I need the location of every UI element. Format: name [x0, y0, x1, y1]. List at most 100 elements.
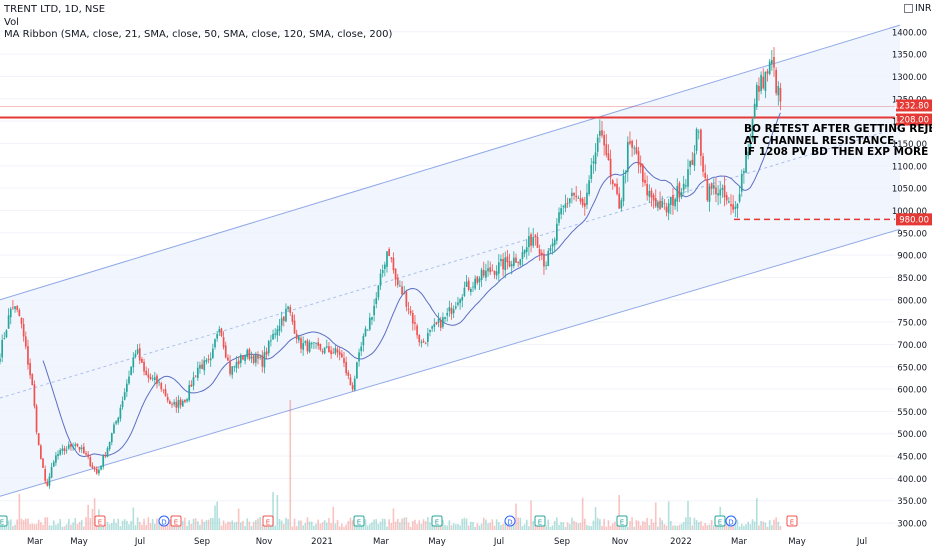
volume-bar: [738, 526, 741, 530]
volume-bar: [55, 524, 57, 530]
volume-bar: [457, 524, 459, 530]
candle-body: [317, 342, 320, 346]
volume-bar: [35, 524, 38, 530]
candle: [16, 304, 19, 313]
candle-body: [35, 405, 38, 433]
event-marker[interactable]: D: [504, 515, 516, 527]
symbol-title[interactable]: TRENT LTD, 1D, NSE: [4, 4, 106, 15]
candle-body: [495, 271, 498, 276]
candle: [459, 298, 461, 310]
candle: [55, 452, 57, 466]
candle: [29, 358, 31, 379]
volume-bar: [100, 526, 102, 530]
volume-bar: [536, 524, 539, 530]
candle-body: [368, 317, 371, 330]
volume-bar: [399, 522, 401, 530]
candle-body: [489, 267, 492, 273]
candle: [136, 344, 139, 355]
event-marker[interactable]: E: [431, 515, 443, 527]
volume-bar: [369, 523, 371, 530]
price-labels: 1232.80 1208.00 980.00: [894, 99, 932, 226]
time-tick-label: Jul: [856, 537, 867, 547]
candle: [366, 329, 369, 331]
volume-bar: [470, 521, 472, 530]
candle-body: [304, 341, 307, 343]
price-label-text: 1232.80: [894, 101, 929, 111]
volume-bar: [396, 518, 399, 530]
ma-ribbon-indicator-label[interactable]: MA Ribbon (SMA, close, 21, SMA, close, 5…: [4, 29, 393, 40]
candle: [319, 343, 322, 352]
candle-body: [753, 103, 756, 118]
volume-bar: [298, 520, 300, 530]
event-marker[interactable]: E: [0, 515, 8, 527]
candle: [745, 155, 747, 174]
candle-body: [134, 353, 137, 357]
candle: [259, 354, 261, 360]
event-marker[interactable]: D: [725, 515, 737, 527]
candle-body: [487, 268, 489, 272]
volume-bar: [25, 518, 27, 530]
volume-bar: [642, 521, 644, 530]
volume-bar: [571, 517, 573, 530]
candle: [265, 347, 268, 359]
candle-body: [528, 236, 530, 248]
candle-body: [414, 322, 416, 324]
candle-body: [390, 257, 393, 259]
event-marker[interactable]: E: [534, 515, 546, 527]
candle-body: [85, 452, 87, 455]
earnings-icon: [786, 515, 798, 527]
price-label: 1232.80: [894, 99, 932, 112]
candle-body: [188, 385, 191, 401]
candle: [624, 169, 627, 184]
volume-bar: [575, 522, 577, 530]
event-marker[interactable]: E: [353, 515, 365, 527]
candle: [775, 67, 777, 96]
volume-bar: [663, 524, 666, 530]
candle-body: [115, 421, 117, 424]
time-tick-label: Nov: [256, 537, 273, 547]
candle: [467, 277, 470, 292]
volume-bar: [181, 520, 184, 530]
candle: [667, 198, 670, 221]
candle: [201, 359, 203, 370]
volume-bar: [313, 525, 315, 530]
event-marker[interactable]: E: [786, 515, 798, 527]
currency-selector[interactable]: INR: [904, 3, 932, 14]
volume-bar: [463, 517, 466, 530]
volume-bar: [375, 519, 378, 530]
event-marker[interactable]: E: [616, 515, 628, 527]
candle: [147, 368, 150, 383]
event-marker[interactable]: E: [170, 515, 182, 527]
candle: [448, 300, 451, 317]
candle-body: [405, 291, 408, 307]
volume-bar: [667, 501, 670, 530]
candle: [338, 347, 341, 361]
candle: [310, 341, 313, 349]
candle-body: [669, 196, 672, 205]
event-marker[interactable]: E: [94, 515, 106, 527]
volume-bar: [317, 519, 319, 530]
candle-body: [431, 326, 433, 329]
event-marker[interactable]: D: [158, 515, 170, 527]
candle-body: [201, 364, 203, 370]
candle: [298, 335, 300, 344]
event-marker[interactable]: E: [262, 515, 274, 527]
volume-bar: [158, 518, 160, 530]
candle-body: [93, 468, 96, 470]
volume-bar: [136, 517, 139, 530]
event-marker[interactable]: E: [714, 515, 726, 527]
chart-annotation[interactable]: BO RETEST AFTER GETTING REJEC AT CHANNEL…: [744, 123, 932, 159]
price-label-bg: [896, 213, 932, 226]
candle: [67, 441, 70, 450]
candle-body: [128, 376, 130, 384]
volume-bar: [149, 523, 152, 530]
candle-body: [429, 330, 431, 332]
volume-indicator-label[interactable]: Vol: [4, 16, 19, 28]
volume-bar: [504, 520, 507, 530]
candle: [214, 338, 216, 350]
candle: [416, 323, 418, 339]
volume-bar: [758, 525, 760, 530]
candle-body: [411, 313, 414, 324]
